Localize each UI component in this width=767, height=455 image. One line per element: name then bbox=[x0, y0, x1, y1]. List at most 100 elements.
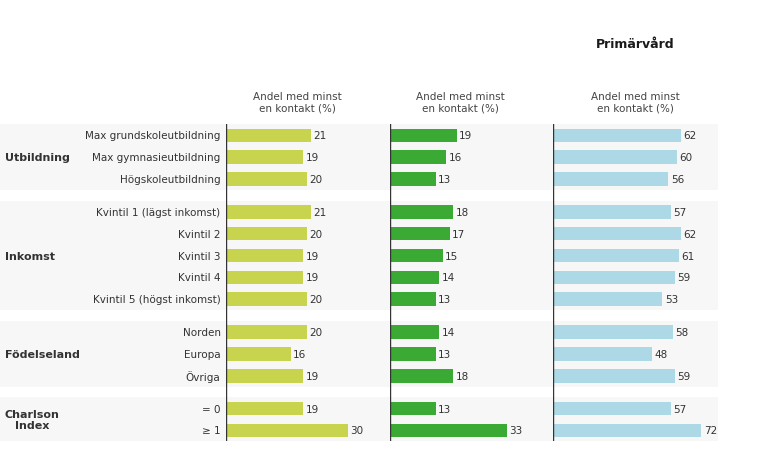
Text: Max grundskoleutbildning: Max grundskoleutbildning bbox=[85, 131, 221, 141]
Text: 14: 14 bbox=[442, 327, 455, 337]
Bar bbox=[226, 125, 718, 191]
Text: Norden: Norden bbox=[183, 327, 221, 337]
Bar bbox=[226, 201, 718, 311]
Bar bbox=[390, 325, 439, 339]
Bar bbox=[226, 249, 303, 263]
Bar bbox=[390, 271, 439, 284]
Text: Remissfri
öppenvård: Remissfri öppenvård bbox=[259, 30, 335, 59]
Text: Födelseland: Födelseland bbox=[5, 349, 80, 359]
Bar bbox=[226, 347, 291, 361]
Text: 59: 59 bbox=[677, 371, 690, 381]
Bar bbox=[390, 151, 446, 165]
Text: 57: 57 bbox=[673, 207, 686, 217]
Bar bbox=[390, 249, 443, 263]
Bar bbox=[390, 402, 436, 415]
Text: 21: 21 bbox=[314, 207, 327, 217]
Text: 19: 19 bbox=[305, 251, 318, 261]
Text: 59: 59 bbox=[677, 273, 690, 283]
Bar bbox=[390, 206, 453, 219]
Text: Max gymnasieutbildning: Max gymnasieutbildning bbox=[92, 153, 221, 163]
Bar bbox=[226, 424, 348, 437]
Bar bbox=[0, 201, 226, 311]
Text: Kvintil 4: Kvintil 4 bbox=[178, 273, 221, 283]
Bar bbox=[226, 402, 303, 415]
Bar bbox=[390, 369, 453, 383]
Text: 48: 48 bbox=[654, 349, 668, 359]
Bar bbox=[0, 321, 226, 387]
Text: 14: 14 bbox=[442, 273, 455, 283]
Bar bbox=[553, 424, 701, 437]
Text: 30: 30 bbox=[350, 425, 363, 435]
Text: 20: 20 bbox=[309, 294, 323, 304]
Text: 19: 19 bbox=[305, 153, 318, 163]
Text: 19: 19 bbox=[305, 371, 318, 381]
Bar bbox=[553, 293, 662, 306]
Bar bbox=[390, 129, 457, 143]
Bar bbox=[226, 129, 311, 143]
Bar bbox=[390, 173, 436, 187]
Bar bbox=[0, 398, 226, 441]
Text: 20: 20 bbox=[309, 229, 323, 239]
Bar bbox=[226, 151, 303, 165]
Bar bbox=[390, 347, 436, 361]
Bar bbox=[553, 129, 681, 143]
Text: Charlson
Index: Charlson Index bbox=[5, 409, 59, 430]
Text: 61: 61 bbox=[681, 251, 694, 261]
Text: Högskoleutbildning: Högskoleutbildning bbox=[120, 175, 221, 185]
Text: Kvintil 3: Kvintil 3 bbox=[178, 251, 221, 261]
Text: 20: 20 bbox=[309, 175, 323, 185]
Text: 18: 18 bbox=[456, 207, 469, 217]
Bar bbox=[226, 398, 718, 441]
Bar bbox=[226, 369, 303, 383]
Text: 18: 18 bbox=[456, 371, 469, 381]
Text: = 0: = 0 bbox=[202, 404, 221, 414]
Bar bbox=[553, 151, 676, 165]
Text: Oplanerad vård
på akutsjukhus: Oplanerad vård på akutsjukhus bbox=[406, 29, 515, 60]
Bar bbox=[553, 249, 679, 263]
Text: Andel med minst
en kontakt (%): Andel med minst en kontakt (%) bbox=[416, 91, 505, 113]
Bar bbox=[226, 206, 311, 219]
Bar bbox=[553, 402, 670, 415]
Text: 21: 21 bbox=[314, 131, 327, 141]
Text: Kvintil 2: Kvintil 2 bbox=[178, 229, 221, 239]
Text: 15: 15 bbox=[445, 251, 458, 261]
Text: Andel med minst
en kontakt (%): Andel med minst en kontakt (%) bbox=[253, 91, 341, 113]
Text: 60: 60 bbox=[679, 153, 693, 163]
Bar bbox=[226, 293, 308, 306]
Text: 53: 53 bbox=[665, 294, 678, 304]
Bar bbox=[226, 271, 303, 284]
Bar bbox=[390, 293, 436, 306]
Bar bbox=[553, 228, 681, 241]
Text: 56: 56 bbox=[671, 175, 684, 185]
Text: 72: 72 bbox=[704, 425, 717, 435]
Bar bbox=[226, 173, 308, 187]
Text: 13: 13 bbox=[438, 175, 451, 185]
Bar bbox=[553, 206, 670, 219]
Text: 13: 13 bbox=[438, 404, 451, 414]
Text: 13: 13 bbox=[438, 294, 451, 304]
Text: 33: 33 bbox=[509, 425, 522, 435]
Text: 19: 19 bbox=[305, 273, 318, 283]
Text: ≥ 1: ≥ 1 bbox=[202, 425, 221, 435]
Text: Andel med minst
en kontakt (%): Andel med minst en kontakt (%) bbox=[591, 91, 680, 113]
Text: 16: 16 bbox=[293, 349, 307, 359]
Bar bbox=[390, 228, 450, 241]
Bar bbox=[553, 325, 673, 339]
Text: 20: 20 bbox=[309, 327, 323, 337]
Text: 62: 62 bbox=[683, 229, 696, 239]
Bar bbox=[390, 424, 507, 437]
Text: 62: 62 bbox=[683, 131, 696, 141]
Bar bbox=[553, 347, 652, 361]
Text: 19: 19 bbox=[305, 404, 318, 414]
Text: Primärvård: Primärvård bbox=[596, 38, 675, 51]
Text: 16: 16 bbox=[449, 153, 462, 163]
Text: 19: 19 bbox=[459, 131, 472, 141]
Text: Kvintil 5 (högst inkomst): Kvintil 5 (högst inkomst) bbox=[93, 294, 221, 304]
Text: 17: 17 bbox=[452, 229, 466, 239]
Text: 13: 13 bbox=[438, 349, 451, 359]
Text: 57: 57 bbox=[673, 404, 686, 414]
Bar bbox=[0, 125, 226, 191]
Text: Övriga: Övriga bbox=[186, 370, 221, 382]
Text: Kvintil 1 (lägst inkomst): Kvintil 1 (lägst inkomst) bbox=[97, 207, 221, 217]
Text: Utbildning: Utbildning bbox=[5, 153, 69, 163]
